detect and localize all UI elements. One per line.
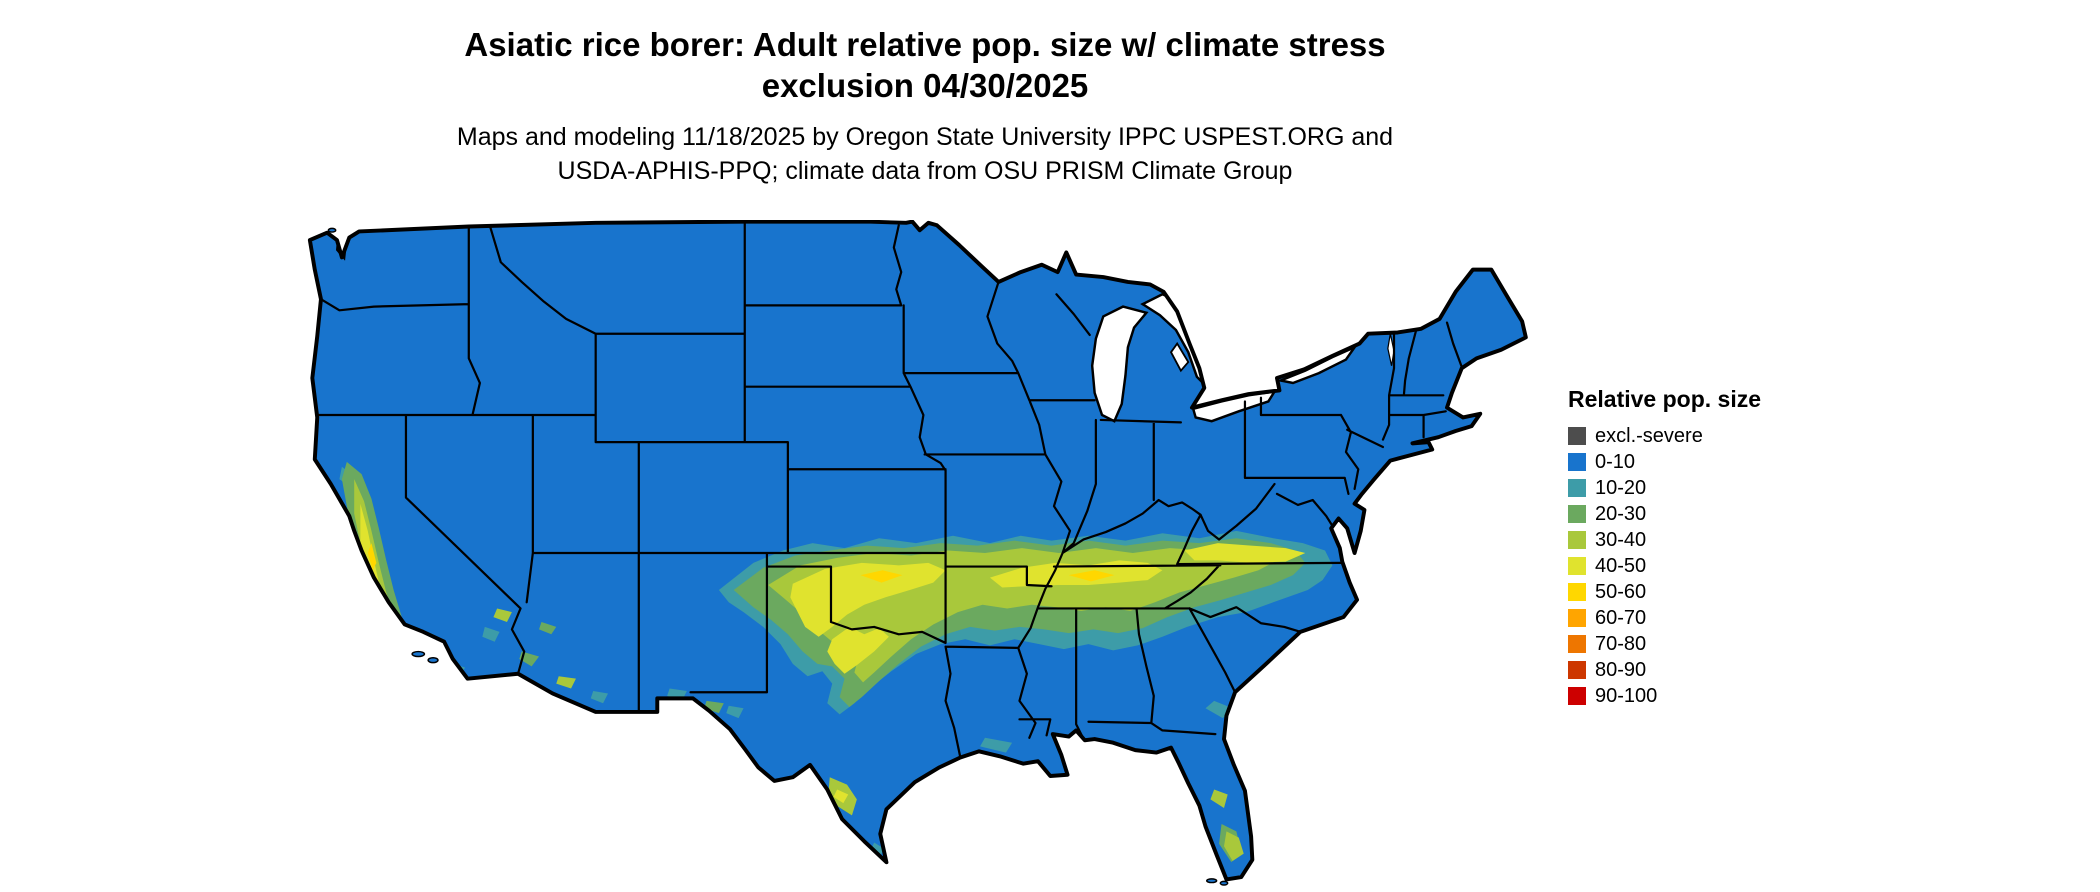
heat-layer-40-50 <box>360 503 1306 804</box>
lake-champlain <box>1387 333 1395 366</box>
legend-label: 80-90 <box>1595 659 1647 681</box>
legend-row: 50-60 <box>1568 579 1761 605</box>
legend-row: 0-10 <box>1568 449 1761 475</box>
legend-swatch-90-100 <box>1568 687 1586 705</box>
legend-swatch-30-40 <box>1568 531 1586 549</box>
islands <box>327 227 1229 886</box>
legend-swatch-80-90 <box>1568 661 1586 679</box>
legend-label: 70-80 <box>1595 633 1647 655</box>
legend-label: 40-50 <box>1595 555 1647 577</box>
saginaw-bay <box>1169 341 1190 373</box>
legend-label: 20-30 <box>1595 503 1647 525</box>
legend-row: 20-30 <box>1568 501 1761 527</box>
state-borders <box>311 221 1463 759</box>
us-map-figure <box>300 220 1532 886</box>
lake-michigan <box>1090 305 1149 423</box>
map-title-line1: Asiatic rice borer: Adult relative pop. … <box>464 26 1386 63</box>
legend-swatch-70-80 <box>1568 635 1586 653</box>
legend-title: Relative pop. size <box>1568 386 1762 412</box>
channel-island-2 <box>427 656 439 664</box>
map-legend: Relative pop. size excl.-severe 0-10 10-… <box>1568 386 1761 709</box>
legend-swatch-50-60 <box>1568 583 1586 601</box>
legend-swatch-excl-severe <box>1568 427 1586 445</box>
legend-row: 30-40 <box>1568 527 1761 553</box>
legend-row: excl.-severe <box>1568 423 1761 449</box>
legend-row: 70-80 <box>1568 631 1761 657</box>
map-subtitle: Maps and modeling 11/18/2025 by Oregon S… <box>100 120 1750 188</box>
legend-label: 30-40 <box>1595 529 1647 551</box>
legend-row: 60-70 <box>1568 605 1761 631</box>
legend-row: 90-100 <box>1568 683 1761 709</box>
legend-swatch-0-10 <box>1568 453 1586 471</box>
legend-swatch-60-70 <box>1568 609 1586 627</box>
legend-label: 90-100 <box>1595 685 1658 707</box>
legend-swatch-10-20 <box>1568 479 1586 497</box>
map-subtitle-line2: USDA-APHIS-PPQ; climate data from OSU PR… <box>557 157 1293 185</box>
map-title-line2: exclusion 04/30/2025 <box>761 67 1089 104</box>
legend-label: 10-20 <box>1595 477 1647 499</box>
florida-keys-1 <box>1206 878 1218 884</box>
map-subtitle-line1: Maps and modeling 11/18/2025 by Oregon S… <box>456 123 1394 151</box>
legend-row: 80-90 <box>1568 657 1761 683</box>
legend-swatch-20-30 <box>1568 505 1586 523</box>
legend-swatch-40-50 <box>1568 557 1586 575</box>
florida-keys-2 <box>1219 880 1229 886</box>
legend-row: 10-20 <box>1568 475 1761 501</box>
legend-label: 50-60 <box>1595 581 1647 603</box>
channel-island-1 <box>411 650 426 658</box>
legend-row: 40-50 <box>1568 553 1761 579</box>
us-map-svg <box>307 220 1528 886</box>
legend-label: 0-10 <box>1595 451 1636 473</box>
wa-island <box>327 227 337 233</box>
map-title: Asiatic rice borer: Adult relative pop. … <box>100 24 1750 106</box>
us-map-outline <box>307 220 1528 882</box>
legend-label: 60-70 <box>1595 607 1647 629</box>
legend-label: excl.-severe <box>1595 425 1703 447</box>
